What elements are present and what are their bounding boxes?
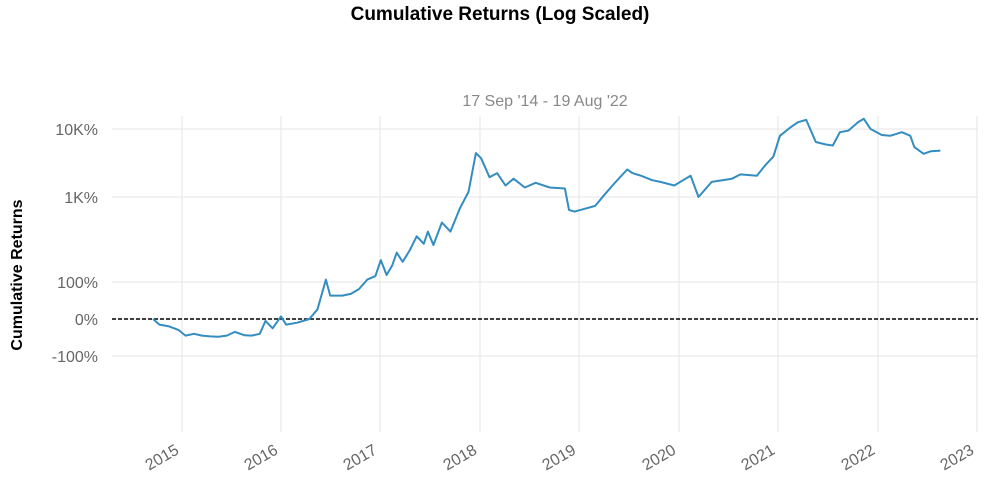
tick-labels: -100% 0% 100% 1K% 10K% 2015 2016 2017 2018 2019 20…	[52, 122, 977, 474]
x-tick-label: 2023	[938, 442, 977, 475]
cumulative-returns-line	[152, 117, 941, 338]
y-tick-label: 10K%	[55, 122, 98, 139]
x-tick-label: 2016	[242, 442, 281, 475]
grid-lines	[112, 116, 978, 432]
chart-subtitle: 17 Sep '14 - 19 Aug '22	[462, 93, 628, 110]
x-tick-label: 2018	[441, 442, 480, 475]
x-tick-label: 2019	[540, 442, 579, 475]
x-tick-label: 2017	[341, 442, 380, 475]
y-tick-label: 0%	[75, 312, 98, 329]
y-tick-label: 100%	[57, 275, 98, 292]
chart-title: Cumulative Returns (Log Scaled)	[350, 4, 650, 25]
y-tick-label: -100%	[52, 349, 98, 366]
x-tick-label: 2020	[640, 442, 679, 475]
data-series	[112, 117, 978, 338]
x-tick-label: 2015	[143, 442, 182, 475]
x-tick-label: 2022	[839, 442, 878, 475]
y-tick-label: 1K%	[64, 190, 98, 207]
x-tick-label: 2021	[739, 442, 778, 475]
